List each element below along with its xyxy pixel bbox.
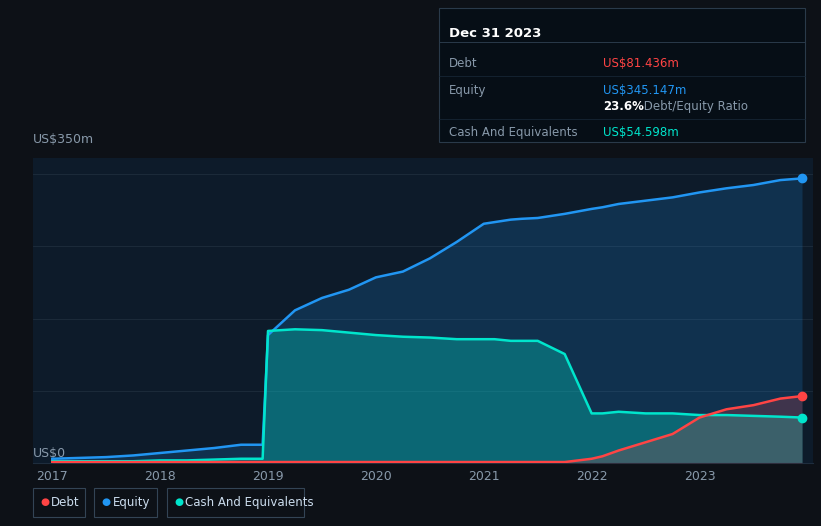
Text: Equity: Equity [112, 495, 150, 509]
Text: US$0: US$0 [33, 447, 66, 460]
Text: ●: ● [40, 497, 49, 507]
Text: Cash And Equivalents: Cash And Equivalents [449, 126, 578, 139]
Text: Equity: Equity [449, 85, 487, 97]
Text: Cash And Equivalents: Cash And Equivalents [185, 495, 314, 509]
Text: US$345.147m: US$345.147m [603, 85, 687, 97]
Text: 23.6%: 23.6% [603, 100, 644, 113]
Text: Debt: Debt [449, 57, 478, 69]
Text: ●: ● [174, 497, 183, 507]
Text: US$350m: US$350m [33, 133, 94, 146]
Text: Dec 31 2023: Dec 31 2023 [449, 27, 542, 39]
Text: US$81.436m: US$81.436m [603, 57, 679, 69]
Text: Debt: Debt [51, 495, 80, 509]
Text: US$54.598m: US$54.598m [603, 126, 679, 139]
Text: Debt/Equity Ratio: Debt/Equity Ratio [640, 100, 749, 113]
Text: ●: ● [102, 497, 111, 507]
